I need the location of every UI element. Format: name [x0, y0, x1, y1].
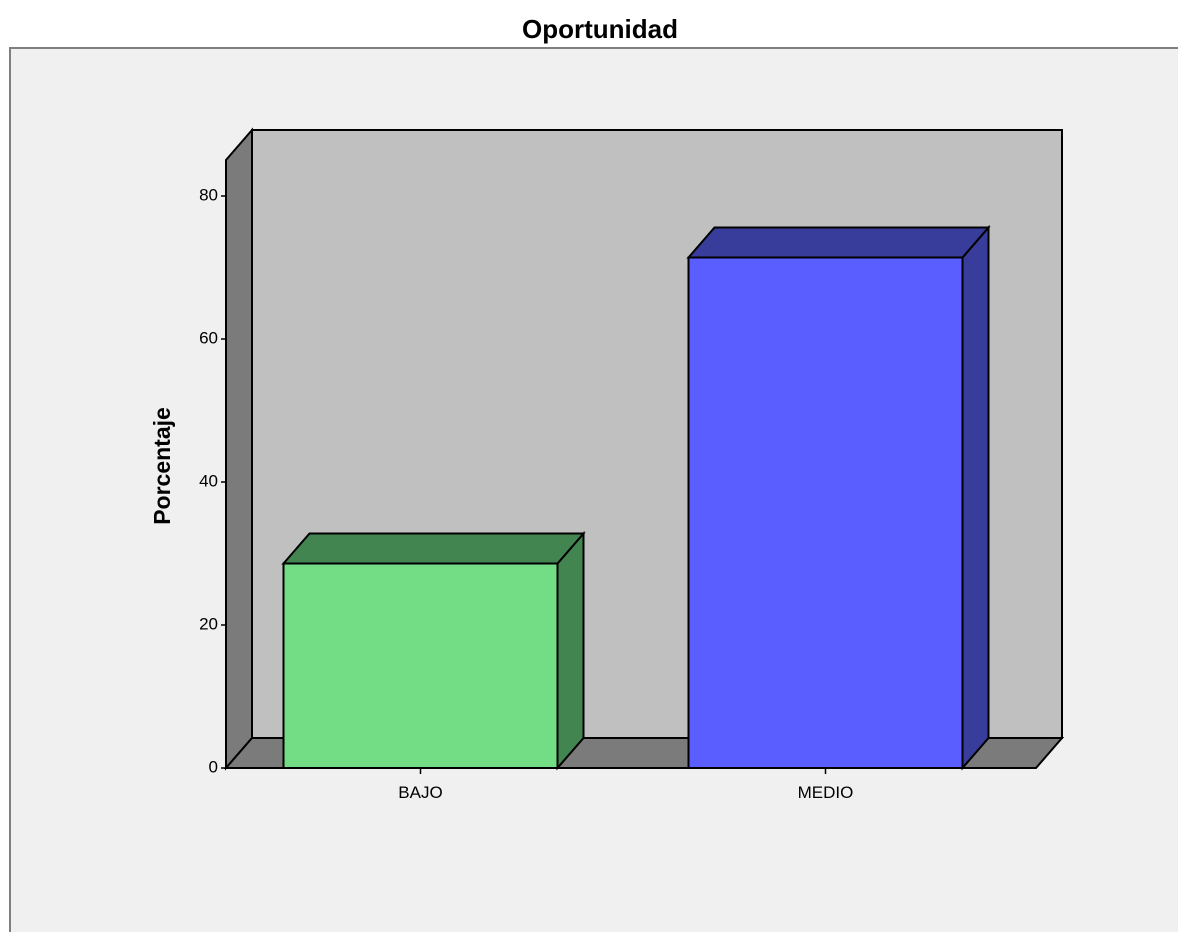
bar-top-medio [686, 226, 991, 259]
y-tick-label: 20 [199, 614, 218, 633]
y-tick-label: 0 [209, 757, 218, 776]
bar-bajo [282, 562, 559, 770]
x-tick-label-medio: MEDIO [798, 783, 854, 802]
x-tick-label-bajo: BAJO [398, 783, 442, 802]
bar-side-bajo [556, 530, 585, 771]
bar-medio [687, 256, 964, 769]
y-axis-title: Porcentaje [149, 407, 175, 525]
chart-title: Oportunidad [522, 14, 678, 44]
plot-area: 0 20 40 60 80 BAJO MEDIO [199, 127, 1065, 802]
y-tick-label: 80 [199, 185, 218, 204]
left-wall [225, 127, 253, 771]
y-tick-label: 40 [199, 471, 218, 490]
y-tick-label: 60 [199, 328, 218, 347]
bar-side-medio [961, 224, 990, 771]
bar-top-bajo [281, 532, 586, 565]
